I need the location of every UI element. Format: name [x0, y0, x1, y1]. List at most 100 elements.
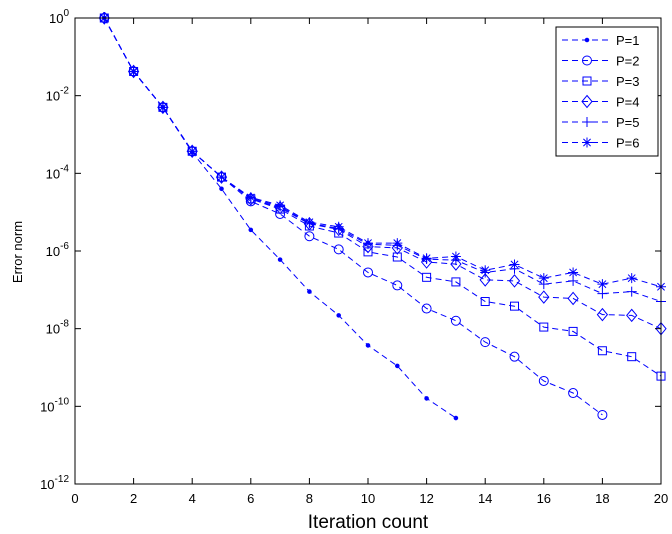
y-tick-label: 100	[49, 8, 69, 26]
data-layer	[98, 12, 667, 421]
data-point-asterisk	[392, 238, 403, 249]
data-point-plus	[597, 288, 608, 299]
data-point-diamond	[626, 308, 638, 323]
legend-item: P=6	[562, 136, 640, 151]
data-point-point	[365, 343, 371, 348]
y-tick-base: 10	[46, 244, 60, 259]
data-point-asterisk	[568, 267, 579, 278]
data-point-asterisk	[187, 146, 198, 157]
data-point-diamond	[157, 100, 169, 115]
legend-label: P=3	[616, 74, 640, 89]
data-point-square	[392, 252, 402, 262]
x-tick-label: 6	[247, 491, 254, 506]
data-point-diamond	[98, 12, 110, 25]
x-tick-label: 12	[419, 491, 433, 506]
data-point-circle	[304, 231, 315, 242]
y-axis-title: Error norm	[10, 221, 25, 283]
data-point-diamond	[127, 64, 140, 79]
legend-item: P=4	[562, 95, 640, 110]
legend-marker-plus	[582, 117, 592, 127]
data-point-circle	[363, 267, 373, 278]
y-tick-exponent: -8	[60, 319, 69, 330]
data-point-diamond	[245, 192, 257, 206]
y-tick-label: 10-2	[46, 86, 70, 104]
data-point-asterisk	[333, 221, 344, 232]
data-point-diamond	[479, 273, 491, 287]
data-point-diamond	[567, 291, 579, 306]
data-point-circle	[450, 315, 461, 326]
legend-label: P=5	[616, 115, 640, 130]
x-tick-label: 18	[595, 491, 609, 506]
data-point-asterisk	[538, 273, 549, 284]
y-tick-base: 10	[46, 89, 60, 104]
x-tick-label: 16	[537, 491, 551, 506]
data-point-diamond	[450, 257, 462, 271]
x-axis-title: Iteration count	[308, 512, 429, 533]
legend-label: P=4	[616, 95, 640, 110]
y-tick-label: 10-4	[46, 163, 70, 181]
data-point-asterisk	[275, 200, 286, 211]
data-point-asterisk	[128, 66, 139, 77]
y-tick-exponent: -2	[60, 86, 69, 97]
data-point-point	[248, 227, 254, 233]
data-point-point	[453, 415, 459, 421]
y-tick-exponent: -6	[60, 241, 69, 252]
data-point-asterisk	[216, 172, 227, 183]
y-tick-exponent: 0	[63, 8, 69, 19]
data-point-diamond	[538, 290, 550, 304]
data-point-point	[395, 363, 400, 369]
data-point-diamond	[508, 274, 521, 288]
data-point-circle	[597, 409, 608, 420]
axis-layer: 0 2 4 6 8 10 12 14 16 18 2010010-210-410-610-810-1…	[40, 8, 668, 506]
data-point-point	[277, 257, 283, 262]
legend-marker-point	[584, 37, 590, 43]
x-tick-label: 2	[130, 491, 137, 506]
legend-label: P=6	[616, 136, 640, 151]
data-point-square	[627, 352, 637, 362]
x-tick-label: 10	[361, 491, 375, 506]
y-tick-label: 10-6	[46, 241, 70, 259]
x-tick-label: 0	[71, 491, 78, 506]
data-point-asterisk	[304, 217, 315, 228]
legend-marker-asterisk	[582, 137, 592, 148]
y-tick-exponent: -10	[55, 396, 70, 407]
y-tick-exponent: -4	[60, 163, 69, 174]
legend-label: P=1	[616, 33, 640, 48]
legend-item: P=3	[562, 74, 640, 89]
data-point-circle	[421, 303, 432, 314]
data-point-point	[219, 186, 224, 192]
series-line	[103, 17, 662, 377]
data-point-asterisk	[157, 102, 168, 113]
x-tick-label: 4	[189, 491, 196, 506]
legend-marker-square	[582, 76, 592, 86]
legend-item: P=5	[562, 115, 640, 130]
y-tick-label: 10-10	[40, 396, 69, 414]
y-tick-base: 10	[46, 322, 60, 337]
x-tick-label: 8	[306, 491, 313, 506]
data-point-square	[597, 346, 607, 356]
data-point-square	[510, 301, 519, 311]
y-tick-base: 10	[49, 11, 63, 26]
y-tick-base: 10	[40, 477, 54, 492]
y-tick-label: 10-12	[40, 474, 69, 492]
legend-marker-diamond	[581, 94, 593, 109]
data-point-asterisk	[509, 259, 520, 270]
y-tick-label: 10-8	[46, 319, 70, 337]
x-tick-label: 20	[654, 491, 668, 506]
data-point-circle	[333, 244, 344, 255]
data-point-asterisk	[450, 251, 461, 262]
legend: P=1 P=2 P=3 P=4 P=5 P=6	[555, 26, 659, 157]
data-point-square	[480, 297, 490, 307]
y-tick-exponent: -12	[55, 474, 70, 485]
data-point-asterisk	[626, 273, 637, 284]
data-point-circle	[480, 337, 491, 348]
data-point-plus	[626, 286, 637, 297]
data-point-asterisk	[245, 192, 256, 203]
data-point-asterisk	[421, 253, 432, 264]
x-tick-label: 14	[478, 491, 492, 506]
data-point-point	[336, 313, 342, 318]
series-line	[103, 17, 662, 288]
data-point-circle	[568, 388, 579, 399]
data-point-square	[568, 326, 578, 336]
